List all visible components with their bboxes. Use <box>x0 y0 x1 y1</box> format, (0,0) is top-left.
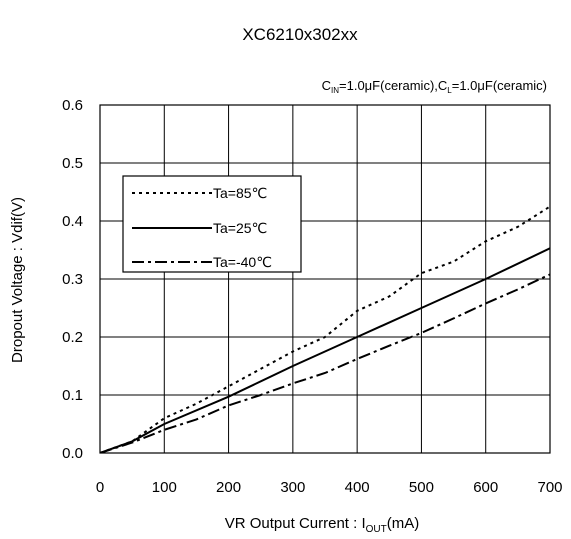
series-line-85c <box>100 205 550 453</box>
x-tick-label: 0 <box>96 479 104 496</box>
legend-label-25: Ta=25℃ <box>213 220 267 236</box>
series-line-minus40c <box>100 273 550 453</box>
legend: Ta=85℃ Ta=25℃ Ta=-40℃ <box>122 175 302 273</box>
series-line-25c <box>100 247 550 453</box>
legend-box <box>122 175 302 273</box>
y-tick-label: 0.1 <box>62 387 83 404</box>
x-tick-label: 500 <box>409 479 434 496</box>
x-tick-label: 200 <box>216 479 241 496</box>
x-tick-label: 300 <box>280 479 305 496</box>
y-axis-tick-labels: 0.0 0.1 0.2 0.3 0.4 0.5 0.6 <box>62 97 83 462</box>
y-axis-label: Dropout Voltage : Vdif(V) <box>9 197 26 363</box>
y-tick-label: 0.0 <box>62 445 83 462</box>
x-tick-label: 400 <box>345 479 370 496</box>
y-tick-label: 0.5 <box>62 155 83 172</box>
legend-label-85: Ta=85℃ <box>213 185 267 201</box>
y-tick-label: 0.6 <box>62 97 83 114</box>
x-axis-tick-labels: 0 100 200 300 400 500 600 700 <box>96 479 563 496</box>
x-tick-label: 700 <box>537 479 562 496</box>
x-axis-label: VR Output Current : IOUT(mA) <box>225 515 420 535</box>
y-tick-label: 0.3 <box>62 271 83 288</box>
x-tick-label: 600 <box>473 479 498 496</box>
chart-subtitle: CIN=1.0μF(ceramic),CL=1.0μF(ceramic) <box>322 78 547 95</box>
x-tick-label: 100 <box>152 479 177 496</box>
chart-title: XC6210x302xx <box>242 25 358 44</box>
legend-label-minus40: Ta=-40℃ <box>213 254 272 270</box>
y-tick-label: 0.4 <box>62 213 83 230</box>
y-tick-label: 0.2 <box>62 329 83 346</box>
data-series <box>100 205 550 453</box>
